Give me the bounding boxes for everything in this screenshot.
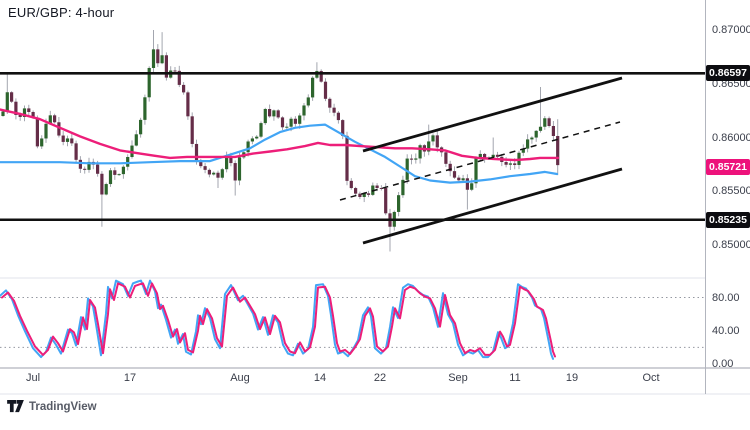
- channel-upper-trendline: [362, 76, 623, 153]
- stochastic-k-line: [0, 279, 554, 360]
- price-axis-label: 0.86000: [712, 131, 750, 144]
- time-axis-label: 19: [565, 372, 579, 384]
- support-price-badge: 0.85235: [706, 211, 750, 228]
- tradingview-logo-icon: [7, 400, 24, 413]
- time-axis-label: 17: [123, 372, 137, 384]
- time-axis-label: 11: [509, 372, 521, 384]
- stoch-axis-label: 0.00: [712, 358, 734, 370]
- channel-midline-dashed: [339, 121, 621, 201]
- tradingview-attribution[interactable]: TradingView: [7, 400, 97, 413]
- price-axis-label: 0.85500: [712, 185, 750, 198]
- channel-lower-trendline: [362, 167, 623, 245]
- stochastic-d-line: [1, 282, 556, 358]
- tradingview-brand-text: TradingView: [29, 400, 97, 413]
- chart-title: EUR/GBP: 4-hour: [8, 5, 115, 20]
- time-axis-label: 22: [373, 372, 387, 384]
- time-axis-label: Aug: [230, 372, 250, 384]
- time-axis-label: 14: [313, 372, 327, 384]
- resistance-price-badge: 0.86597: [706, 65, 750, 82]
- ma-fast-blue-line: [0, 123, 559, 184]
- moving-averages: [0, 108, 560, 184]
- stoch-axis-label: 80.00: [712, 291, 740, 304]
- time-axis-label: Sep: [448, 372, 468, 384]
- time-axis-label: Oct: [642, 372, 660, 384]
- last-price-badge: 0.85721: [706, 159, 750, 176]
- horizontal-levels: [0, 72, 705, 222]
- rising-channel: [339, 76, 623, 245]
- time-axis-label: Jul: [25, 372, 41, 384]
- stochastic-panel: [0, 279, 705, 360]
- stoch-axis-label: 40.00: [712, 324, 740, 337]
- price-axis-label: 0.87000: [712, 24, 750, 36]
- candlesticks: [1, 30, 560, 252]
- price-axis-label: 0.85000: [712, 239, 750, 251]
- ma-slow-pink-line: [0, 108, 560, 162]
